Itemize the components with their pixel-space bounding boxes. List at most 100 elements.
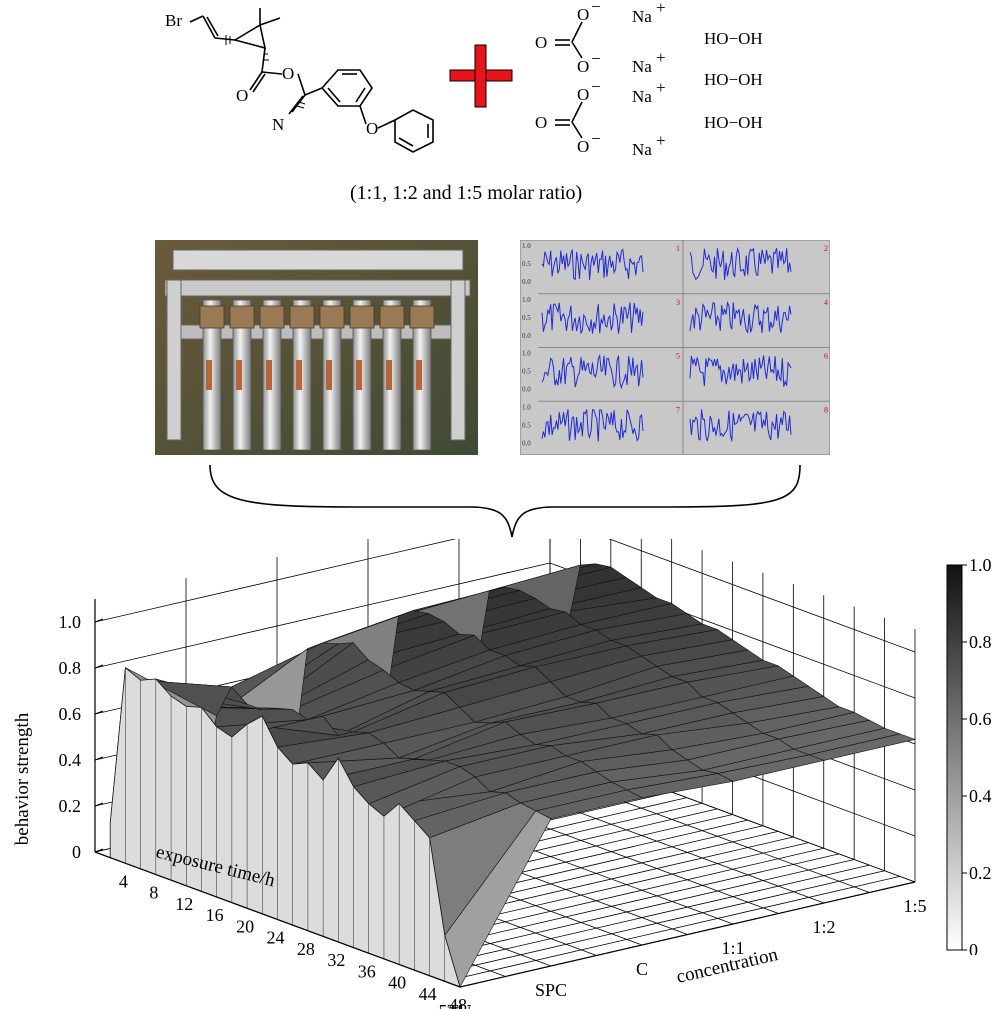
tube-cap: [319, 305, 345, 329]
carbonate-oxygen: O: [535, 33, 547, 52]
nitrile-nitrogen-label: N: [272, 115, 284, 134]
x-tick-label: 20: [236, 916, 254, 936]
peroxide-label: HO−OH: [704, 29, 763, 48]
signal-trace: [541, 353, 644, 390]
signal-axis-label: 0.0: [522, 386, 531, 394]
panel-number: 8: [824, 405, 828, 414]
carbonate-structures: [555, 21, 583, 139]
z-tick-label: 0: [72, 842, 81, 862]
z-axis-label: behavior strength: [12, 712, 33, 845]
behavior-signal-panel: 1 2 1.0 0.5 0.0 3 4 1.0 0.5 0.0 5 6 1.0 0.5 0.0 7 8 1.0 0.…: [520, 240, 830, 455]
signal-axis-label: 0.5: [522, 368, 531, 376]
sodium-ion: Na: [632, 140, 652, 159]
x-tick-label: 8: [149, 883, 158, 903]
signal-trace: [541, 248, 644, 281]
x-tick-label: 4: [119, 871, 128, 891]
tube-cap: [259, 305, 285, 329]
x-tick-label: 44: [419, 984, 437, 1004]
ester-oxygen-label: O: [282, 64, 294, 83]
panel-number: 3: [676, 298, 680, 307]
ether-oxygen-label: O: [366, 119, 378, 138]
colorbar-tick-label: 0.6: [969, 709, 992, 729]
signal-axis-label: 0.0: [522, 439, 531, 447]
sodium-ion: Na: [632, 7, 652, 26]
carbonate-oxygen: O: [535, 113, 547, 132]
z-tick-label: 0.4: [59, 750, 82, 770]
carbonate-charge: −: [591, 129, 601, 148]
x-tick-label: 32: [327, 950, 345, 970]
colorbar-tick-label: 0.4: [969, 786, 992, 806]
x-tick-label: 12: [175, 894, 193, 914]
bromine-label: Br: [165, 11, 182, 30]
plot-axes: [94, 599, 916, 988]
signal-trace: [689, 301, 792, 334]
signal-axis-label: 1.0: [522, 296, 531, 304]
x-tick-label: 36: [358, 961, 376, 981]
molar-ratio-caption: (1:1, 1:2 and 1:5 molar ratio): [350, 182, 583, 204]
z-tick-label: 1.0: [59, 612, 82, 632]
tube-sensor: [356, 360, 362, 390]
signal-axis-label: 1.0: [522, 403, 531, 411]
pyrethroid-structure: [189, 8, 434, 153]
hash-bonds: [225, 35, 306, 109]
carbonate-oxygen: O: [577, 85, 589, 104]
tube-sensor: [206, 360, 212, 390]
colorbar-tick-label: 0: [969, 940, 978, 955]
apparatus-photo: [155, 240, 478, 455]
sodium-charge: +: [656, 48, 666, 67]
panel-number: 7: [676, 405, 680, 414]
signal-axis-label: 0.5: [522, 260, 531, 268]
sodium-ion: Na: [632, 57, 652, 76]
x-tick-label: 24: [267, 928, 285, 948]
sodium-charge: +: [656, 0, 666, 17]
sodium-charge: +: [656, 131, 666, 150]
peroxide-label: HO−OH: [704, 70, 763, 89]
signal-trace: [541, 302, 644, 335]
colorbar-tick-label: 0.8: [969, 632, 992, 652]
tube-sensor: [386, 360, 392, 390]
x-tick-label: 48: [449, 995, 467, 1009]
carbonyl-oxygen-label: O: [236, 86, 248, 105]
tube-cap: [379, 305, 405, 329]
x-tick-label: 28: [297, 939, 315, 959]
tube-cap: [349, 305, 375, 329]
surface-plot: 00.20.40.60.81.048121620242832364044485T…: [12, 539, 927, 1009]
colorbar-gradient: [946, 564, 963, 951]
series-face-5TU: [109, 666, 461, 988]
z-tick-label: 0.6: [59, 704, 82, 724]
panel-number: 1: [676, 244, 680, 253]
z-tick-label: 0.8: [59, 658, 82, 678]
carbonate-charge: −: [591, 77, 601, 96]
behavior-surface: [109, 563, 917, 988]
z-tick-label: 0.2: [59, 796, 82, 816]
colorbar-tick-label: 0.2: [969, 863, 992, 883]
y-tick-label: SPC: [535, 980, 567, 1000]
y-tick-label: C: [636, 959, 648, 979]
carbonate-oxygen: O: [577, 57, 589, 76]
panel-number: 5: [676, 352, 680, 361]
signal-trace: [689, 409, 792, 442]
sodium-ion: Na: [632, 87, 652, 106]
signal-axis-label: 1.0: [522, 242, 531, 250]
colorbar: 0 0.2 0.4 0.6 0.8 1.0: [946, 555, 992, 955]
tube-sensor: [266, 360, 272, 390]
carbonate-oxygen: O: [577, 137, 589, 156]
tube-sensor: [236, 360, 242, 390]
signal-trace: [689, 355, 792, 387]
panel-number: 4: [824, 298, 828, 307]
carbonate-oxygen: O: [577, 5, 589, 24]
panel-number: 6: [824, 352, 828, 361]
y-tick-label: 1:5: [903, 896, 926, 916]
x-tick-label: 40: [388, 973, 406, 993]
y-tick-label: 1:2: [812, 917, 835, 937]
signal-trace: [541, 408, 644, 442]
carbonate-charge: −: [591, 0, 601, 16]
signal-trace: [689, 246, 792, 281]
tube-sensor: [416, 360, 422, 390]
carbonate-charge: −: [591, 49, 601, 68]
panel-number: 2: [824, 244, 828, 253]
curly-brace: [209, 464, 801, 538]
peroxide-label: HO−OH: [704, 113, 763, 132]
reaction-scheme: Br O O N O O O − O − O O − O − Na + Na +…: [165, 0, 763, 159]
tube-cap: [409, 305, 435, 329]
